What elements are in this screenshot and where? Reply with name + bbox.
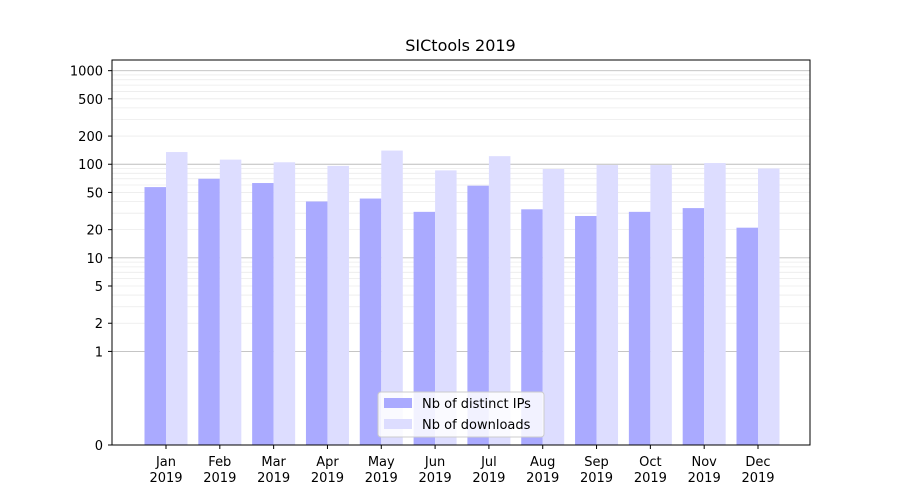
legend-swatch xyxy=(384,398,412,408)
y-tick-label: 5 xyxy=(95,280,103,295)
bar-distinct-ips xyxy=(305,201,328,445)
bar-distinct-ips xyxy=(467,185,489,446)
bar-downloads xyxy=(273,162,296,446)
bar-distinct-ips xyxy=(252,183,274,446)
legend-label: Nb of distinct IPs xyxy=(422,397,531,412)
bars xyxy=(144,150,780,446)
y-tick-label: 1 xyxy=(95,345,103,360)
x-tick-label-year: 2019 xyxy=(526,471,559,486)
bar-distinct-ips xyxy=(575,215,597,445)
x-tick-label-month: Oct xyxy=(639,455,661,470)
x-tick-label-year: 2019 xyxy=(634,471,667,486)
x-tick-label-month: Nov xyxy=(691,455,717,470)
x-tick-label-year: 2019 xyxy=(741,471,774,486)
plot-frame xyxy=(111,59,811,446)
legend: Nb of distinct IPs Nb of downloads xyxy=(377,391,545,438)
bar-downloads xyxy=(704,163,726,445)
bar-downloads xyxy=(758,168,780,445)
bar-distinct-ips xyxy=(359,198,382,445)
x-tick-label-month: Jun xyxy=(424,455,445,470)
bar-distinct-ips xyxy=(144,187,166,445)
bar-distinct-ips xyxy=(198,178,220,446)
y-tick-label: 50 xyxy=(86,186,103,201)
y-tick-label: 500 xyxy=(78,93,103,108)
x-tick-label-year: 2019 xyxy=(365,471,398,486)
x-tick-label-month: Sep xyxy=(584,455,609,470)
legend-label: Nb of downloads xyxy=(422,418,531,433)
bar-distinct-ips xyxy=(413,211,436,445)
x-tick-label-month: Jan xyxy=(155,455,176,470)
x-tick-label-month: Feb xyxy=(208,455,231,470)
x-tick-label-month: May xyxy=(368,455,395,470)
y-tick-label: 20 xyxy=(86,224,103,239)
y-tick-label: 1000 xyxy=(70,65,103,80)
chart-title: SICtools 2019 xyxy=(405,36,515,55)
x-tick-label-month: Mar xyxy=(261,455,286,470)
x-tick-label-year: 2019 xyxy=(203,471,236,486)
bar-downloads xyxy=(327,165,349,445)
x-tick-label-month: Apr xyxy=(316,455,339,470)
bar-downloads xyxy=(381,150,403,445)
bar-downloads xyxy=(219,159,242,445)
bar-downloads xyxy=(542,168,565,445)
x-tick-label-year: 2019 xyxy=(257,471,290,486)
y-tick-label: 200 xyxy=(78,130,103,145)
y-axis: 0 1 2 5 10 20 50 100 200 500 1000 xyxy=(70,65,112,454)
bar-downloads xyxy=(596,165,619,445)
x-tick-label-month: Jul xyxy=(480,455,497,470)
y-tick-label: 10 xyxy=(86,252,103,267)
x-tick-label-month: Aug xyxy=(530,455,555,470)
bar-distinct-ips xyxy=(682,208,705,445)
x-axis: Jan2019Feb2019Mar2019Apr2019May2019Jun20… xyxy=(149,445,775,486)
y-tick-label: 100 xyxy=(78,158,103,173)
x-tick-label-year: 2019 xyxy=(311,471,344,486)
bar-distinct-ips xyxy=(736,227,758,445)
bar-downloads xyxy=(166,152,188,445)
bar-downloads xyxy=(488,156,511,445)
x-tick-label-year: 2019 xyxy=(419,471,452,486)
bar-downloads xyxy=(435,170,457,445)
x-tick-label-year: 2019 xyxy=(580,471,613,486)
legend-box xyxy=(377,391,545,438)
bar-distinct-ips xyxy=(628,211,651,445)
bar-distinct-ips xyxy=(521,209,543,445)
x-tick-label-year: 2019 xyxy=(149,471,182,486)
y-tick-label: 2 xyxy=(95,317,103,332)
bar-downloads xyxy=(650,165,672,445)
y-tick-label: 0 xyxy=(95,439,103,454)
x-tick-label-year: 2019 xyxy=(688,471,721,486)
legend-swatch xyxy=(384,419,412,429)
x-tick-label-year: 2019 xyxy=(472,471,505,486)
x-tick-label-month: Dec xyxy=(745,455,770,470)
